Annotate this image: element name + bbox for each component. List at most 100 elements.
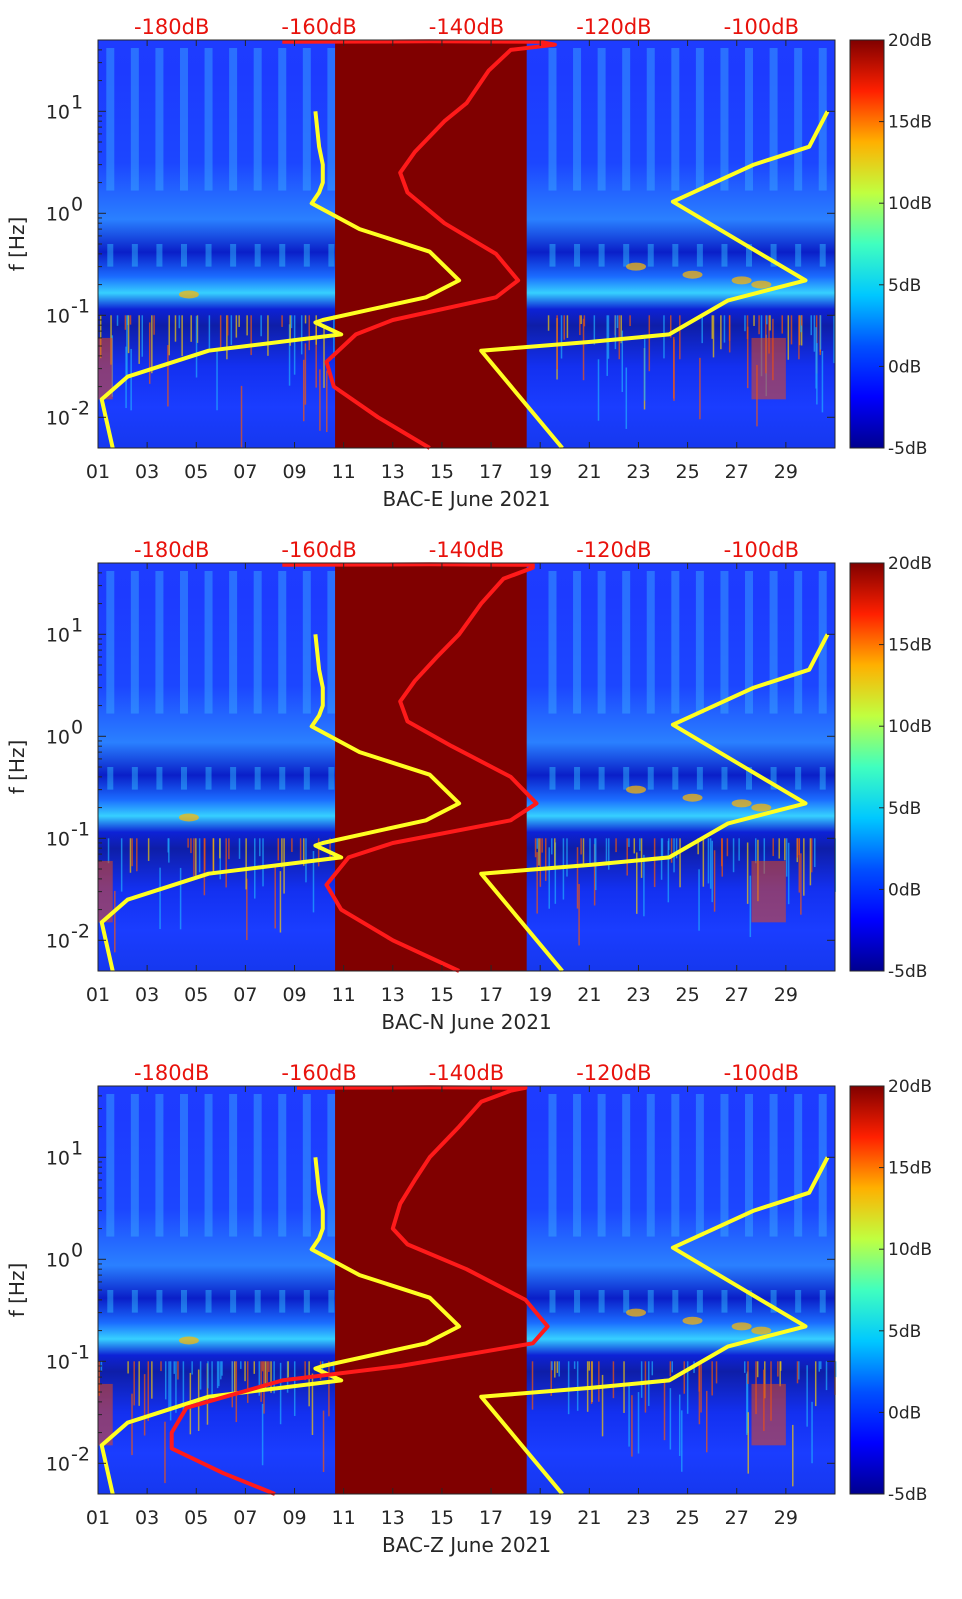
- transient-streak: [582, 318, 585, 381]
- microseism-band: [574, 1290, 581, 1313]
- transient-streak: [175, 1361, 177, 1413]
- x-tick-label: 27: [725, 1507, 749, 1529]
- x-tick-label: 15: [430, 984, 454, 1006]
- transient-streak: [231, 1361, 234, 1397]
- transient-streak: [545, 838, 547, 881]
- microseism-peak: [178, 290, 199, 299]
- diurnal-streak: [769, 571, 778, 714]
- x-tick-label: 23: [626, 1507, 650, 1529]
- microseism-band: [205, 767, 212, 790]
- transient-streak: [230, 315, 233, 345]
- colorbar-label: 15dB: [888, 636, 932, 656]
- transient-streak: [606, 315, 608, 376]
- diurnal-streak: [130, 48, 139, 191]
- transient-streak: [698, 1362, 701, 1425]
- x-tick-label: 07: [233, 461, 257, 483]
- transient-streak: [765, 315, 767, 374]
- diurnal-streak: [155, 1094, 164, 1237]
- diurnal-streak: [278, 48, 287, 191]
- diurnal-streak: [229, 1094, 238, 1237]
- diurnal-streak: [573, 1094, 582, 1237]
- microseism-band: [279, 767, 286, 790]
- transient-streak: [781, 315, 783, 334]
- transient-streak: [556, 315, 558, 370]
- microseism-band: [672, 767, 679, 790]
- transient-streak: [633, 838, 636, 854]
- transient-streak: [554, 838, 556, 869]
- x-tick-label: 07: [233, 1507, 257, 1529]
- microseism-band: [819, 1290, 826, 1313]
- microseism-band: [303, 1290, 310, 1313]
- transient-streak: [288, 324, 291, 386]
- transient-streak: [287, 1361, 289, 1378]
- transient-streak: [756, 364, 758, 427]
- low-frequency-energy: [751, 860, 786, 923]
- transient-streak: [560, 315, 563, 359]
- x-tick-label: 03: [135, 461, 159, 483]
- transient-streak: [245, 838, 247, 890]
- top-axis-label: -160dB: [281, 15, 356, 39]
- transient-streak: [663, 1378, 666, 1441]
- transient-streak: [228, 838, 230, 860]
- transient-streak: [556, 1361, 559, 1373]
- diurnal-streak: [327, 1094, 336, 1237]
- transient-streak: [711, 840, 713, 903]
- transient-streak: [219, 838, 221, 880]
- y-axis-label: f [Hz]: [5, 217, 29, 272]
- transient-streak: [261, 1361, 264, 1372]
- transient-streak: [813, 315, 816, 352]
- transient-streak: [262, 838, 264, 887]
- transient-streak: [816, 343, 818, 405]
- x-tick-label: 23: [626, 461, 650, 483]
- x-tick-label: 19: [528, 461, 552, 483]
- transient-streak: [589, 838, 591, 864]
- transient-streak: [639, 838, 641, 851]
- transient-streak: [705, 1390, 708, 1453]
- microseism-band: [721, 244, 728, 267]
- microseism-peak: [626, 785, 647, 794]
- transient-streak: [597, 359, 600, 421]
- transient-streak: [623, 1361, 625, 1413]
- transient-streak: [620, 315, 622, 344]
- transient-streak: [755, 1361, 757, 1415]
- transient-streak: [669, 315, 672, 338]
- diurnal-streak: [597, 1094, 606, 1237]
- transient-streak: [195, 316, 198, 378]
- transient-streak: [233, 1361, 236, 1395]
- spectrum-line-2: [479, 1156, 830, 1496]
- transient-streak: [792, 1424, 794, 1487]
- spectrogram-texture: [98, 48, 835, 448]
- transient-streak: [563, 315, 565, 340]
- x-tick-label: 29: [774, 1507, 798, 1529]
- microseism-band: [795, 767, 802, 790]
- microseism-band: [598, 1290, 605, 1313]
- microseism-band: [574, 244, 581, 267]
- y-tick-exponent: -1: [71, 1341, 90, 1363]
- transient-streak: [250, 315, 252, 356]
- x-tick-label: 17: [479, 984, 503, 1006]
- transient-streak: [326, 370, 328, 433]
- x-tick-label: 09: [282, 984, 306, 1006]
- transient-streak: [321, 1361, 324, 1376]
- diurnal-streak: [769, 1094, 778, 1237]
- transient-streak: [225, 838, 227, 888]
- transient-streak: [614, 315, 617, 350]
- transient-streak: [99, 315, 102, 359]
- transient-streak: [315, 315, 317, 345]
- transient-streak: [264, 1361, 267, 1391]
- transient-streak: [147, 838, 150, 861]
- transient-streak: [312, 850, 315, 913]
- transient-streak: [260, 1361, 262, 1402]
- top-axis-label: -180dB: [134, 1061, 209, 1085]
- transient-streak: [182, 1361, 185, 1416]
- transient-streak: [636, 852, 638, 914]
- transient-streak: [277, 838, 280, 861]
- transient-streak: [116, 315, 119, 326]
- microseism-band: [254, 767, 261, 790]
- top-axis-label: -140dB: [429, 15, 504, 39]
- transient-streak: [268, 1361, 270, 1372]
- transient-streak: [151, 1361, 153, 1399]
- diurnal-streak: [622, 48, 631, 191]
- transient-streak: [244, 1361, 246, 1382]
- transient-streak: [744, 1361, 746, 1373]
